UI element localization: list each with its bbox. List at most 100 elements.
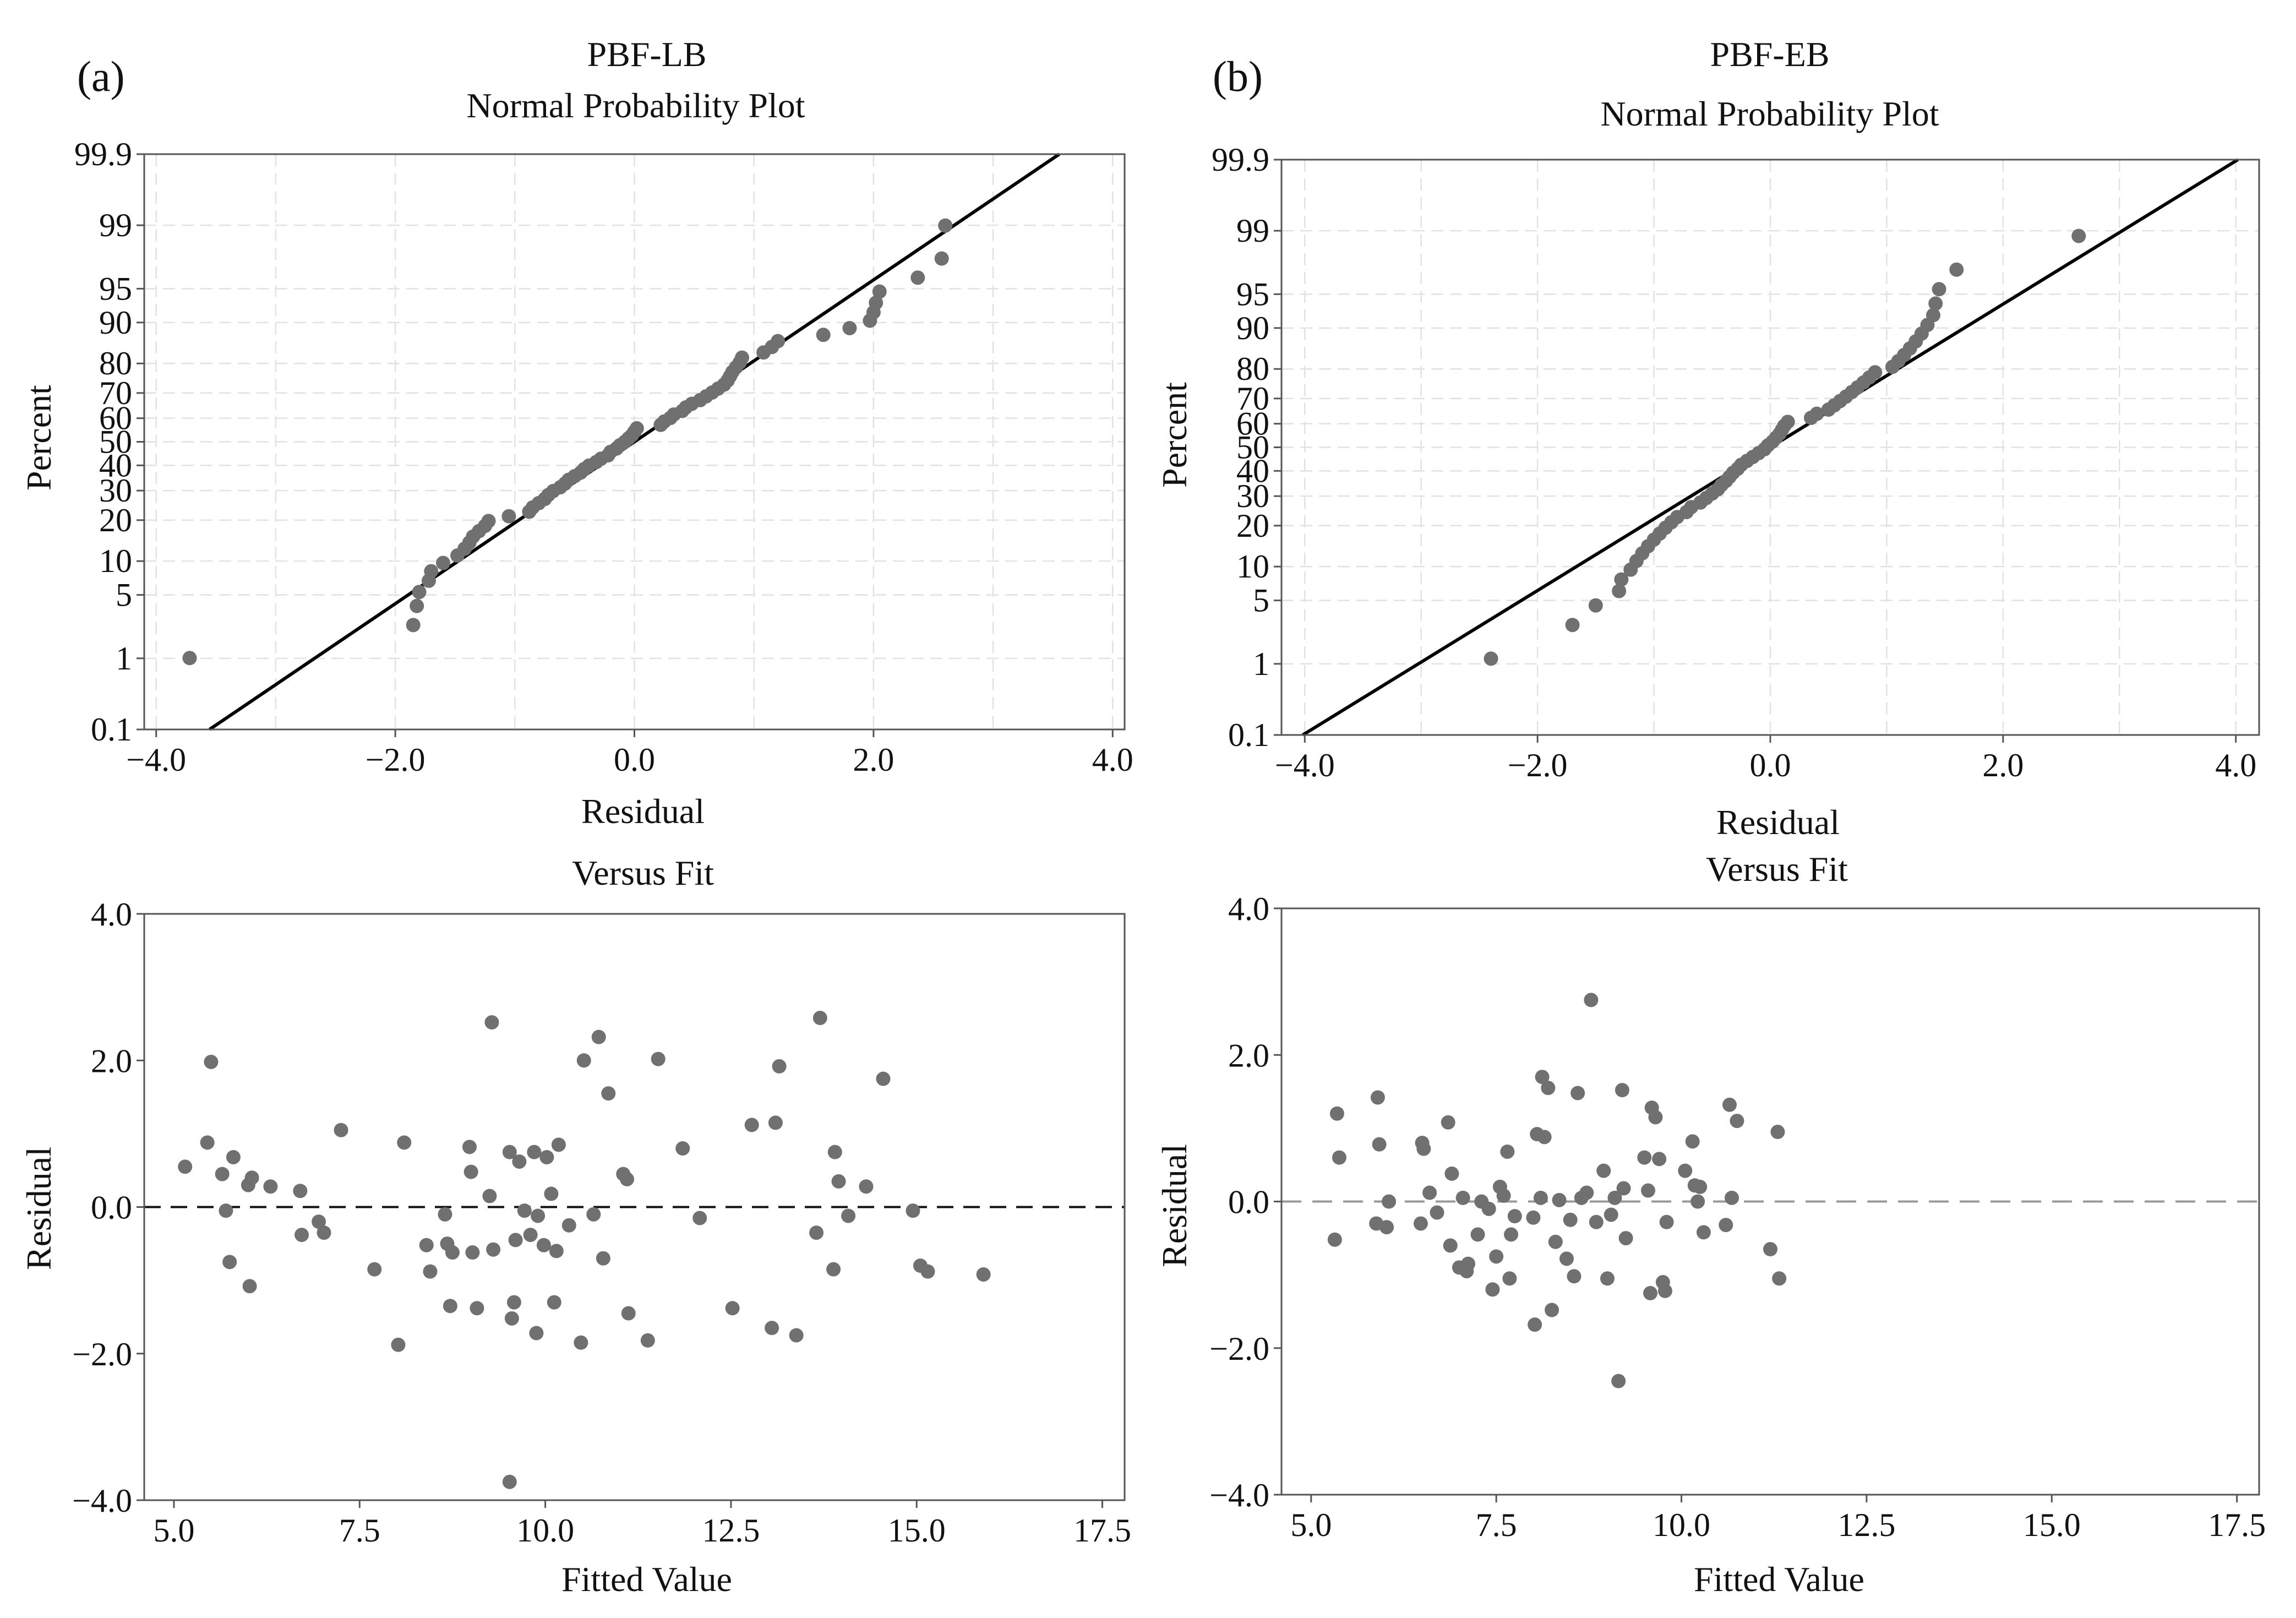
y-tick-label: 0.0: [1228, 1184, 1269, 1221]
data-point: [1770, 1125, 1785, 1140]
y-tick-label: 4.0: [91, 896, 132, 933]
data-point: [502, 1474, 517, 1489]
data-point: [1722, 1097, 1737, 1112]
data-point: [1430, 1205, 1444, 1220]
y-tick-label: 80: [99, 345, 132, 382]
data-point: [443, 1299, 457, 1314]
data-point: [1648, 1110, 1663, 1125]
data-point: [1370, 1090, 1385, 1105]
data-point: [1533, 1190, 1548, 1205]
y-tick-label: 95: [99, 270, 132, 307]
data-point: [1652, 1152, 1667, 1167]
data-point: [1548, 1234, 1563, 1249]
x-tick-label: 10.0: [1653, 1507, 1710, 1543]
data-points: [1327, 993, 1787, 1388]
data-point: [1470, 1227, 1485, 1242]
x-tick-label: −2.0: [1508, 747, 1568, 783]
y-tick-label: 99: [1236, 213, 1269, 249]
data-point: [1526, 1210, 1541, 1225]
panel-a-normal-probability-plot: (a) PBF-LB Normal Probability Plot −4.0−…: [19, 35, 1133, 831]
x-tick-labels: 5.0 7.5 10.0 12.5 15.0 17.5: [153, 1500, 1131, 1549]
gridlines: [1281, 159, 2259, 736]
data-point: [1772, 1271, 1787, 1286]
x-tick-label: 12.5: [1837, 1507, 1895, 1543]
y-tick-label: 99: [99, 207, 132, 243]
data-point: [1541, 1081, 1556, 1096]
data-point: [725, 1301, 740, 1316]
data-point: [734, 350, 749, 365]
data-point: [2071, 228, 2086, 243]
data-points: [182, 218, 953, 666]
data-point: [410, 598, 424, 613]
data-point: [1926, 308, 1940, 323]
data-points: [178, 1011, 991, 1489]
data-point: [772, 1059, 787, 1074]
y-tick-label: −2.0: [1209, 1331, 1269, 1367]
x-tick-label: 7.5: [339, 1512, 380, 1549]
data-point: [502, 1145, 517, 1159]
y-tick-label: 50: [1236, 429, 1269, 466]
data-point: [295, 1228, 309, 1243]
data-point: [620, 1172, 635, 1186]
data-point: [200, 1135, 215, 1150]
data-point: [1535, 1070, 1550, 1085]
data-point: [1690, 1194, 1705, 1209]
data-point: [1589, 1214, 1604, 1229]
data-point: [586, 1207, 601, 1222]
data-point: [675, 1141, 690, 1156]
data-point: [1484, 651, 1498, 666]
data-point: [1455, 1190, 1470, 1205]
plot-title-line2: Normal Probability Plot: [466, 86, 805, 125]
x-tick-label: 17.5: [2208, 1507, 2266, 1543]
data-point: [470, 1301, 484, 1316]
x-tick-label: 4.0: [1092, 742, 1133, 778]
data-point: [629, 421, 644, 435]
data-point: [938, 218, 953, 233]
data-point: [651, 1052, 666, 1066]
x-tick-label: 4.0: [2215, 747, 2256, 783]
data-point: [771, 334, 786, 348]
data-point: [523, 1228, 538, 1243]
x-tick-label: 7.5: [1476, 1507, 1517, 1543]
data-point: [1441, 1115, 1455, 1130]
y-tick-label: 0.1: [91, 711, 132, 748]
data-point: [1481, 1201, 1496, 1216]
data-point: [1485, 1282, 1500, 1297]
data-point: [1584, 993, 1599, 1007]
data-point: [934, 251, 949, 266]
y-axis-label: Residual: [19, 1147, 58, 1270]
y-tick-label: −2.0: [72, 1336, 132, 1372]
data-point: [544, 1186, 559, 1201]
data-point: [920, 1264, 935, 1279]
data-point: [1329, 1106, 1344, 1121]
data-point: [1659, 1214, 1674, 1229]
y-axis-label: Percent: [19, 385, 58, 491]
data-point: [506, 1295, 521, 1310]
data-point: [1932, 282, 1946, 297]
y-tick-label: 80: [1236, 351, 1269, 387]
data-point: [906, 1203, 920, 1218]
data-point: [1537, 1130, 1552, 1145]
data-point: [551, 1137, 566, 1152]
data-point: [1500, 1144, 1515, 1159]
data-point: [827, 1145, 842, 1159]
data-point: [1730, 1114, 1744, 1129]
data-point: [1928, 296, 1943, 311]
x-tick-label: −4.0: [1275, 747, 1335, 783]
data-point: [1545, 1303, 1559, 1317]
y-tick-label: 5: [116, 577, 132, 613]
data-point: [1563, 1212, 1578, 1227]
panel-letter-b: (b): [1213, 52, 1263, 100]
plot-title-line2: Normal Probability Plot: [1600, 94, 1939, 133]
data-point: [1725, 1190, 1739, 1205]
data-point: [263, 1179, 278, 1194]
x-tick-label: −4.0: [126, 742, 186, 778]
data-point: [1507, 1209, 1522, 1224]
data-point: [1570, 1086, 1585, 1101]
data-point: [1332, 1150, 1346, 1165]
panel-a-versus-fit-plot: Versus Fit 5.0 7.5 10.0 12.5 15.0 17.5 −4.0 −2…: [19, 853, 1131, 1599]
x-axis-label: Fitted Value: [1694, 1560, 1864, 1599]
data-point: [508, 1233, 523, 1247]
data-point: [1611, 1374, 1626, 1388]
data-point: [215, 1167, 230, 1181]
